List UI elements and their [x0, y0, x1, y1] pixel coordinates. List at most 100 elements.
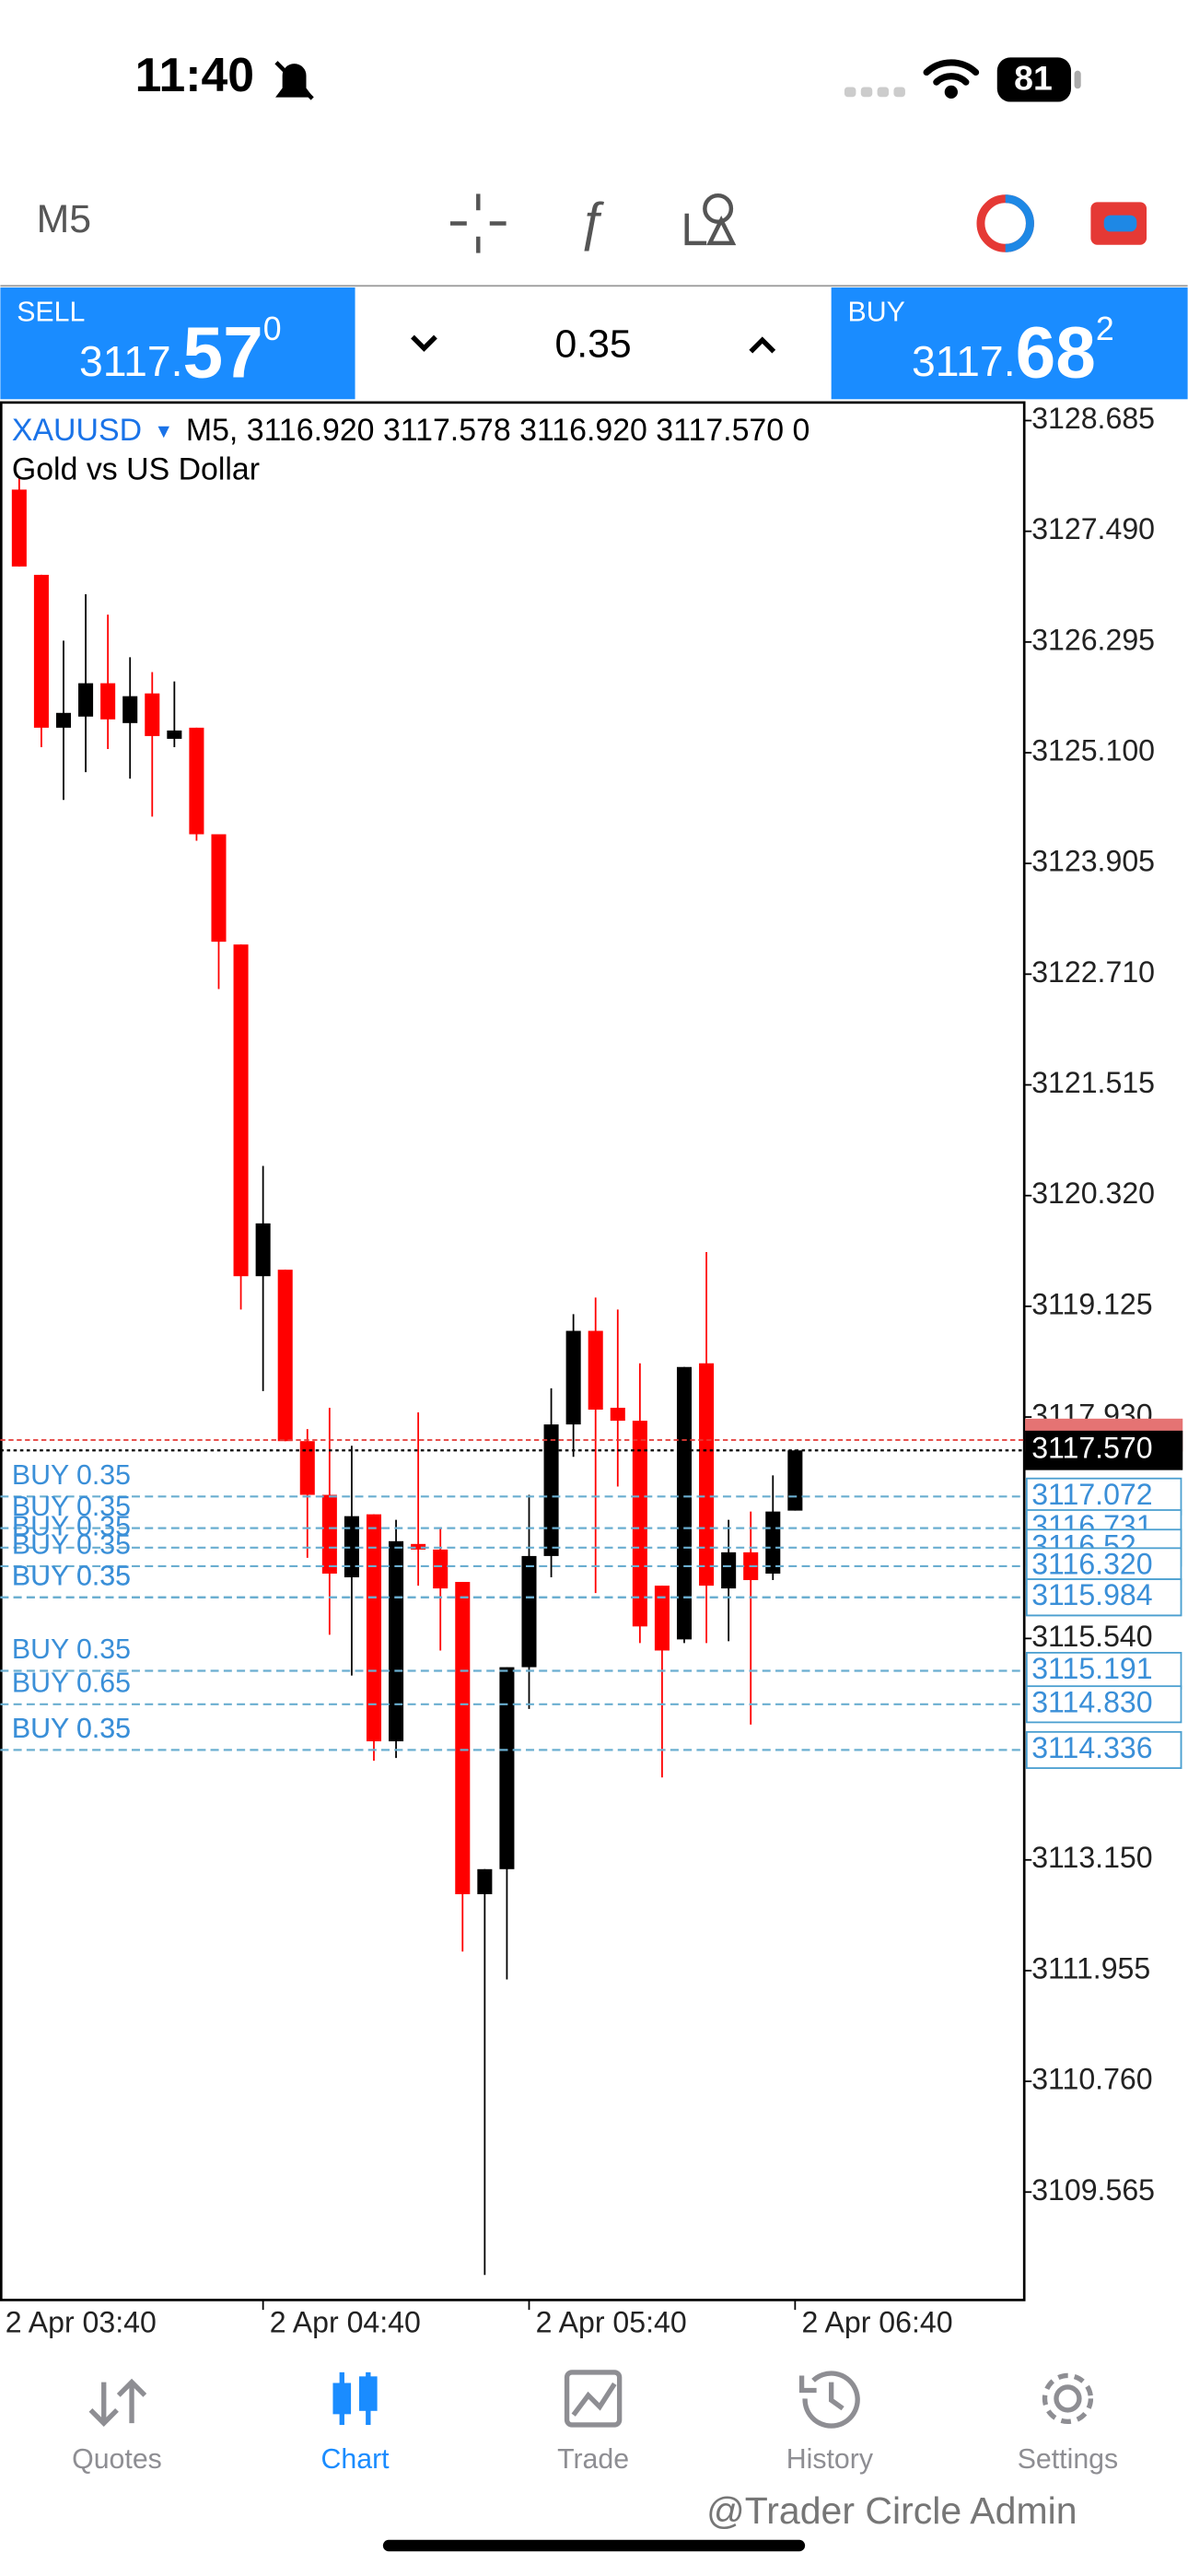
position-label: BUY 0.35: [12, 1714, 131, 1744]
trade-button[interactable]: [1090, 202, 1147, 245]
chart-icon[interactable]: [332, 2371, 378, 2425]
candle-body: [100, 683, 116, 720]
position-label: BUY 0.35: [12, 1714, 131, 1744]
quotes-icon[interactable]: [88, 2378, 147, 2427]
candle-body: [389, 1540, 404, 1742]
symbol-arrow[interactable]: ▾: [158, 418, 170, 444]
candle-body: [543, 1424, 559, 1556]
nav-label[interactable]: Chart: [321, 2444, 390, 2475]
y-tick-label: 3127.490: [1031, 512, 1155, 545]
watermark: @Trader Circle Admin: [706, 2489, 1077, 2532]
lot-up-button[interactable]: [749, 336, 776, 354]
trade-icon[interactable]: [564, 2370, 623, 2428]
candle-body: [765, 1511, 781, 1575]
position-price-label: 3114.830: [1031, 1685, 1152, 1718]
position-label: BUY 0.65: [12, 1668, 131, 1698]
position-label: BUY 0.35: [12, 1634, 131, 1665]
y-tick-label: 3115.540: [1031, 1620, 1152, 1653]
nav-icons: [88, 2370, 1094, 2429]
bid-price-box: [1025, 1430, 1183, 1470]
y-tick-label: 3122.710: [1031, 955, 1155, 989]
battery-tip: [1074, 70, 1081, 89]
nav-label[interactable]: Settings: [1018, 2444, 1118, 2475]
candle-body: [654, 1586, 670, 1651]
candle-body: [344, 1516, 359, 1578]
wifi-icon: [923, 59, 980, 99]
y-tick-label: 3111.955: [1031, 1951, 1150, 1985]
sell-label: SELL: [17, 298, 85, 328]
position-price-box: [1025, 1547, 1182, 1586]
candle-body: [787, 1450, 803, 1511]
buy-button[interactable]: [831, 287, 1188, 400]
clock: 11:40: [135, 48, 254, 101]
candle-body: [366, 1514, 382, 1742]
settings-icon[interactable]: [1042, 2372, 1094, 2425]
candle-body: [211, 834, 227, 943]
battery: [996, 57, 1072, 102]
buy-price-main: 3117.: [912, 337, 1016, 385]
candle-body: [255, 1223, 271, 1277]
indicators-button[interactable]: ƒ: [577, 192, 606, 251]
candle-body: [145, 693, 160, 736]
candle-body: [277, 1270, 293, 1442]
position-label: BUY 0.35: [12, 1460, 131, 1491]
candle-body: [167, 730, 182, 739]
buy-price-big: 68: [1016, 311, 1096, 392]
position-price-box: [1025, 1651, 1182, 1691]
home-indicator: [382, 2539, 806, 2552]
crosshair-button[interactable]: [449, 193, 507, 253]
buy-price-sup: 2: [1096, 311, 1114, 348]
buy-label: BUY: [847, 298, 904, 328]
candle-body: [499, 1667, 515, 1869]
position-price-label: 3117.072: [1031, 1478, 1152, 1511]
y-tick-label: 3110.760: [1031, 2063, 1152, 2096]
x-tick-label: 2 Apr 06:40: [801, 2306, 952, 2339]
candle-body: [233, 944, 249, 1277]
one-click-button[interactable]: [976, 194, 1034, 252]
nav-label[interactable]: Trade: [557, 2444, 629, 2475]
candle-body: [565, 1330, 581, 1425]
nav-label[interactable]: History: [786, 2444, 874, 2475]
candle-body: [588, 1330, 603, 1411]
x-tick-label: 2 Apr 03:40: [6, 2306, 157, 2339]
y-tick-label: 3109.565: [1031, 2173, 1155, 2207]
position-price-label: 3115.191: [1031, 1652, 1152, 1685]
position-label: BUY 0.35: [12, 1492, 131, 1522]
candle-body: [55, 712, 72, 728]
position-label: BUY 0.35: [12, 1530, 131, 1561]
candle-body: [676, 1366, 693, 1640]
candle-body: [699, 1363, 715, 1587]
buy-price: 3117.682: [912, 311, 1114, 393]
bid-price-label: 3117.570: [1031, 1432, 1152, 1465]
candle-body: [321, 1494, 337, 1575]
candle-body: [721, 1551, 737, 1589]
nav-label[interactable]: Quotes: [72, 2444, 162, 2475]
sell-price: 3117.570: [79, 311, 282, 393]
y-tick-label: 3113.150: [1031, 1841, 1152, 1874]
lot-down-button[interactable]: [411, 334, 437, 352]
battery-level: 81: [1014, 58, 1053, 97]
y-tick-label: 3125.100: [1031, 733, 1155, 767]
candle-body: [455, 1582, 471, 1894]
nav-bar: Quotes Chart Trade History Settings: [72, 2444, 1118, 2475]
y-tick-label: 3126.295: [1031, 623, 1155, 656]
sell-button[interactable]: [0, 287, 355, 400]
candle-body: [122, 696, 138, 723]
history-icon[interactable]: [798, 2371, 860, 2429]
lot-size[interactable]: 0.35: [554, 322, 631, 367]
position-label: BUY 0.35: [12, 1561, 131, 1591]
symbol[interactable]: XAUUSD: [12, 413, 142, 448]
y-tick-label: 3128.685: [1031, 402, 1155, 435]
y-tick-label: 3119.125: [1031, 1287, 1152, 1320]
candle-body: [433, 1549, 448, 1589]
position-price-label: 3114.336: [1031, 1731, 1152, 1764]
position-price-box: [1025, 1685, 1182, 1724]
timeframe-button[interactable]: M5: [37, 197, 91, 241]
symbol-description: Gold vs US Dollar: [12, 452, 260, 487]
sell-price-sup: 0: [263, 311, 282, 348]
candle-body: [78, 683, 94, 717]
objects-button[interactable]: [684, 193, 737, 246]
sell-price-main: 3117.: [79, 337, 183, 385]
y-tick-label: 3120.320: [1031, 1177, 1155, 1210]
position-price-label: 3116.320: [1031, 1547, 1152, 1580]
